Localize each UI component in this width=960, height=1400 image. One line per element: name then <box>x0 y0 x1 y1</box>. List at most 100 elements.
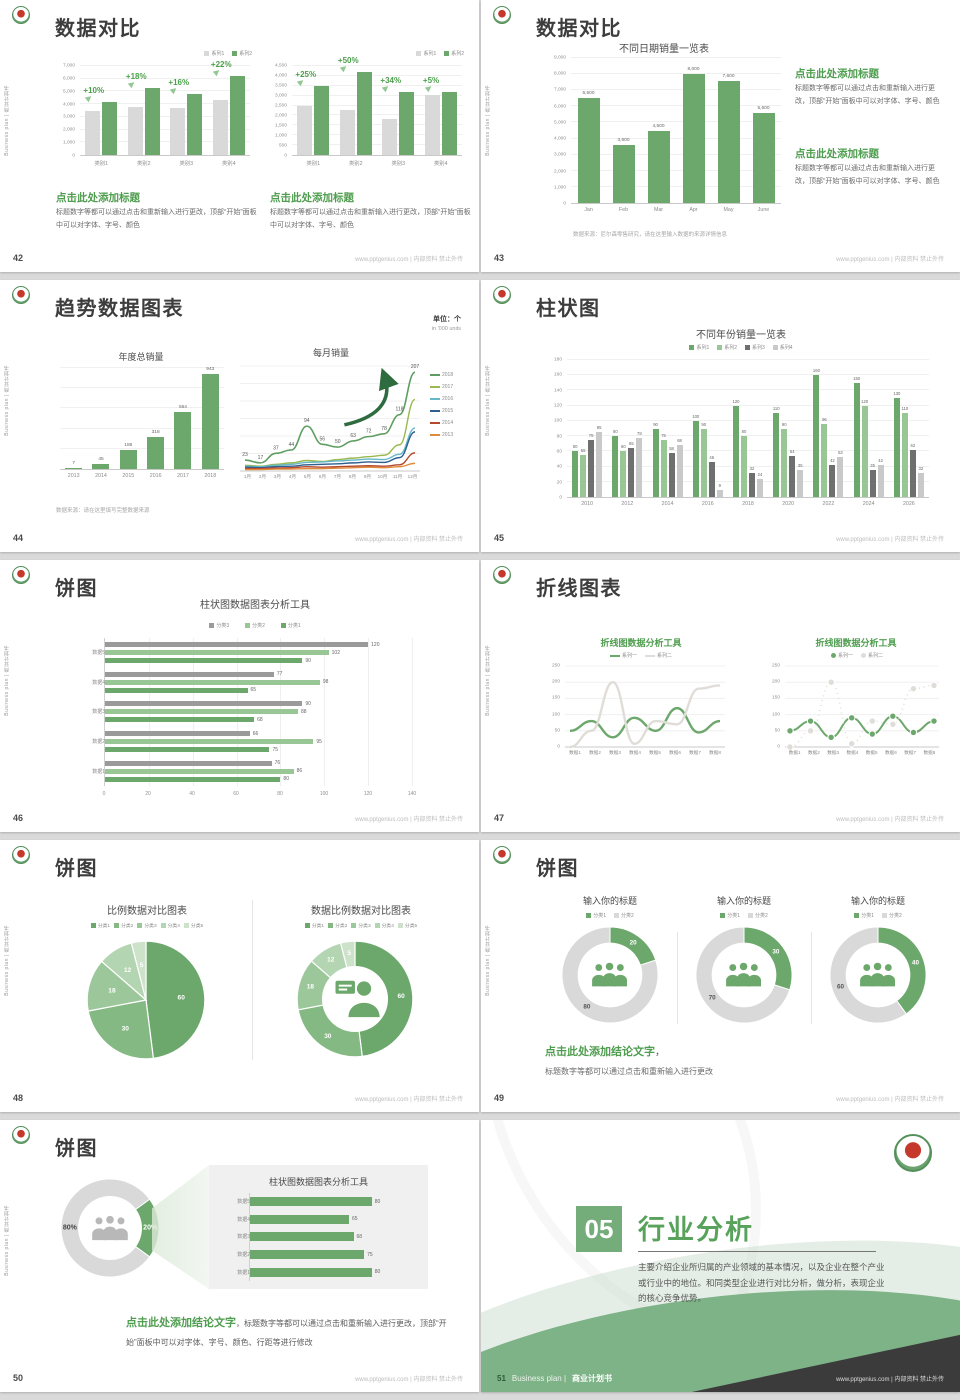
s48-pie-chart: 60 30 18 12 5 <box>86 940 206 1060</box>
s49-legend-1: 分类1 分类2 <box>560 912 660 919</box>
school-logo-icon <box>12 846 30 864</box>
svg-text:78: 78 <box>381 426 387 432</box>
svg-text:30: 30 <box>324 1033 332 1040</box>
school-logo-icon <box>493 846 511 864</box>
s49-title-3: 输入你的标题 <box>850 896 905 906</box>
s44-source-caption: 数据来源：请在这里填写完整数据来源 <box>56 508 150 514</box>
s42-heading-right: 点击此处添加标题 <box>270 192 354 204</box>
slide-44-footer: www.pptgenius.com | 内部资料 禁止外传 <box>355 537 463 543</box>
sidebar-vertical-label: Business plan | 商业计划书 <box>4 1205 10 1276</box>
s49-donut-1: 20 80 <box>561 926 659 1024</box>
s45-legend: 系列1 系列2 系列3 系列4 <box>551 344 931 351</box>
slide-43-number: 43 <box>494 253 505 263</box>
s45-chart: 180 160 140 120 100 80 60 40 20 0 60 55 75 85 80 60 65 78… <box>551 358 931 510</box>
s49-donut-3: 40 60 <box>829 926 927 1024</box>
slide-43[interactable]: Business plan | 商业计划书 数据对比 不同日期销量一览表 9,0… <box>481 0 960 272</box>
slide-43-title: 数据对比 <box>536 18 622 40</box>
svg-text:20%: 20% <box>143 1225 158 1232</box>
svg-text:30: 30 <box>122 1025 130 1032</box>
s44-unit-en: in '000 units <box>431 326 461 332</box>
slide-50-title: 饼图 <box>55 1138 98 1160</box>
slide-46[interactable]: Business plan | 商业计划书 饼图 柱状图数据图表分析工具 分类3… <box>0 560 479 832</box>
s44-right-chart-title: 每月销量 <box>312 348 349 358</box>
s46-chart: 数据5 120 102 90 数据4 77 98 65 数据3 90 88 68 数据2 66 95 75 数据… <box>78 638 452 798</box>
s50-conclusion-heading: 点击此处添加结论文字 <box>126 1317 236 1329</box>
s43-heading-1: 点击此处添加标题 <box>795 68 879 80</box>
s49-conclusion-body: 标题数字等都可以通过点击和重新输入进行更改 <box>545 1067 713 1076</box>
slide-48-title: 饼图 <box>55 858 98 880</box>
section-paragraph: 主要介绍企业所归属的产业领域的基本情况，以及企业在整个产业或行业中的地位。和同类… <box>638 1262 885 1304</box>
svg-text:5: 5 <box>140 962 144 969</box>
slide-42-footer: www.pptgenius.com | 内部资料 禁止外传 <box>355 257 463 263</box>
s49-donut-2: 30 70 <box>695 926 793 1024</box>
sidebar-vertical-label: Business plan | 商业计划书 <box>485 645 491 716</box>
slide-47[interactable]: Business plan | 商业计划书 折线图表 折线图数据分析工具 系列一… <box>481 560 960 832</box>
s42-body-right: 标题数字等都可以通过点击和重新输入进行更改，顶部“开始”面板中可以对字体、字号、… <box>270 209 471 230</box>
slide-42[interactable]: Business plan | 商业计划书 数据对比 系列1 系列2 系列1 系列2… <box>0 0 479 272</box>
sidebar-vertical-label: Business plan | 商业计划书 <box>4 85 10 156</box>
slide-51-brand-footer: 51 Business plan | 商业计划书 <box>497 1374 613 1383</box>
school-logo-icon <box>12 6 30 24</box>
svg-text:20: 20 <box>630 940 638 947</box>
slide-43-footer: www.pptgenius.com | 内部资料 禁止外传 <box>836 257 944 263</box>
school-logo-icon <box>493 6 511 24</box>
svg-text:18: 18 <box>108 988 116 995</box>
s42-chart-right: 4,500 4,000 3,500 3,000 2,500 2,000 1,500 1,000… <box>268 56 464 168</box>
svg-text:118: 118 <box>396 407 404 413</box>
slide-50-footer: www.pptgenius.com | 内部资料 禁止外传 <box>355 1377 463 1383</box>
s44-chart-right: 23 17 37 44 94 56 50 63 72 78 118 207 1月 2月 3月 4月 5月 6月 7月… <box>240 364 420 479</box>
slide-45[interactable]: Business plan | 商业计划书 柱状图 不同年份销量一览表 系列1 系… <box>481 280 960 552</box>
slide-44-title: 趋势数据图表 <box>55 298 184 320</box>
slide-49[interactable]: Business plan | 商业计划书 饼图 输入你的标题 分类1 分类2 2… <box>481 840 960 1112</box>
s47-right-chart-title: 折线图数据分析工具 <box>815 638 897 648</box>
s42-chart-left: 7,000 6,000 5,000 4,000 3,000 2,000 1,000 0 +10%… <box>56 60 252 168</box>
s44-year-legend: 2018 2017 2016 2015 2014 2013 <box>430 372 453 438</box>
svg-text:44: 44 <box>289 442 295 448</box>
s50-donut-chart: 20% 80% <box>60 1178 160 1278</box>
svg-text:23: 23 <box>242 452 248 458</box>
s43-body-1: 标题数字等都可以通过点击和重新输入进行更改，顶部“开始”面板中可以对字体、字号、… <box>795 85 940 106</box>
slide-44[interactable]: Business plan | 商业计划书 趋势数据图表 单位：个 in '00… <box>0 280 479 552</box>
school-logo-icon <box>12 566 30 584</box>
s42-legend-right: 系列1 系列2 <box>362 50 464 57</box>
s42-legend-left: 系列1 系列2 <box>150 50 252 57</box>
s50-panel-title: 柱状图数据图表分析工具 <box>268 1177 368 1187</box>
svg-text:12: 12 <box>124 967 132 974</box>
s49-title-1: 输入你的标题 <box>582 896 637 906</box>
section-title: 行业分析 <box>638 1215 754 1245</box>
svg-text:37: 37 <box>273 445 279 451</box>
slide-45-footer: www.pptgenius.com | 内部资料 禁止外传 <box>836 537 944 543</box>
s45-chart-title: 不同年份销量一览表 <box>696 330 786 341</box>
s49-title-2: 输入你的标题 <box>716 896 771 906</box>
s50-funnel-shape <box>152 1165 209 1289</box>
s44-chart-left: 7 45 186 318 564 943 2013 2014 2015 2016 2017 2018 <box>56 367 226 482</box>
slide-48[interactable]: Business plan | 商业计划书 饼图 比例数据对比图表 分类1 分类2… <box>0 840 479 1112</box>
s47-left-chart-title: 折线图数据分析工具 <box>600 638 682 648</box>
s44-unit-cn: 单位：个 <box>433 316 461 323</box>
s49-legend-2: 分类1 分类2 <box>694 912 794 919</box>
s42-body-left: 标题数字等都可以通过点击和重新输入进行更改，顶部“开始”面板中可以对字体、字号、… <box>56 209 257 230</box>
svg-text:18: 18 <box>307 984 315 991</box>
slide-50-number: 50 <box>13 1373 24 1383</box>
s47-right-legend: 系列一 系列二 <box>771 652 943 659</box>
s50-conclusion-body: ，标题数字等都可以通过点击和重新输入进行更改，顶部“开始”面板中可以对字体、字号… <box>126 1319 447 1348</box>
slide-48-footer: www.pptgenius.com | 内部资料 禁止外传 <box>355 1097 463 1103</box>
s49-conclusion: 点击此处添加结论文字， <box>545 1046 665 1058</box>
section-number-badge: 05 <box>576 1206 622 1252</box>
svg-text:50: 50 <box>335 439 341 445</box>
s48-right-chart-title: 数据比例数据对比图表 <box>311 906 411 917</box>
s48-divider <box>252 900 253 1060</box>
svg-text:72: 72 <box>366 429 372 435</box>
slide-42-title: 数据对比 <box>55 18 141 40</box>
svg-text:60: 60 <box>178 995 186 1002</box>
svg-text:94: 94 <box>304 418 310 424</box>
slide-51[interactable]: 05 行业分析 主要介绍企业所归属的产业领域的基本情况，以及企业在整个产业或行业… <box>481 1120 960 1392</box>
s49-divider-1 <box>677 932 678 1024</box>
slide-50[interactable]: Business plan | 商业计划书 饼图 20% 80% 柱状图数据图表分… <box>0 1120 479 1392</box>
svg-text:60: 60 <box>837 984 845 991</box>
s48-left-legend: 分类1 分类2 分类3 分类4 分类5 <box>62 922 232 929</box>
s42-heading-left: 点击此处添加标题 <box>56 192 140 204</box>
slide-51-footer: www.pptgenius.com | 内部资料 禁止外传 <box>836 1377 944 1383</box>
school-logo-icon <box>894 1134 932 1172</box>
